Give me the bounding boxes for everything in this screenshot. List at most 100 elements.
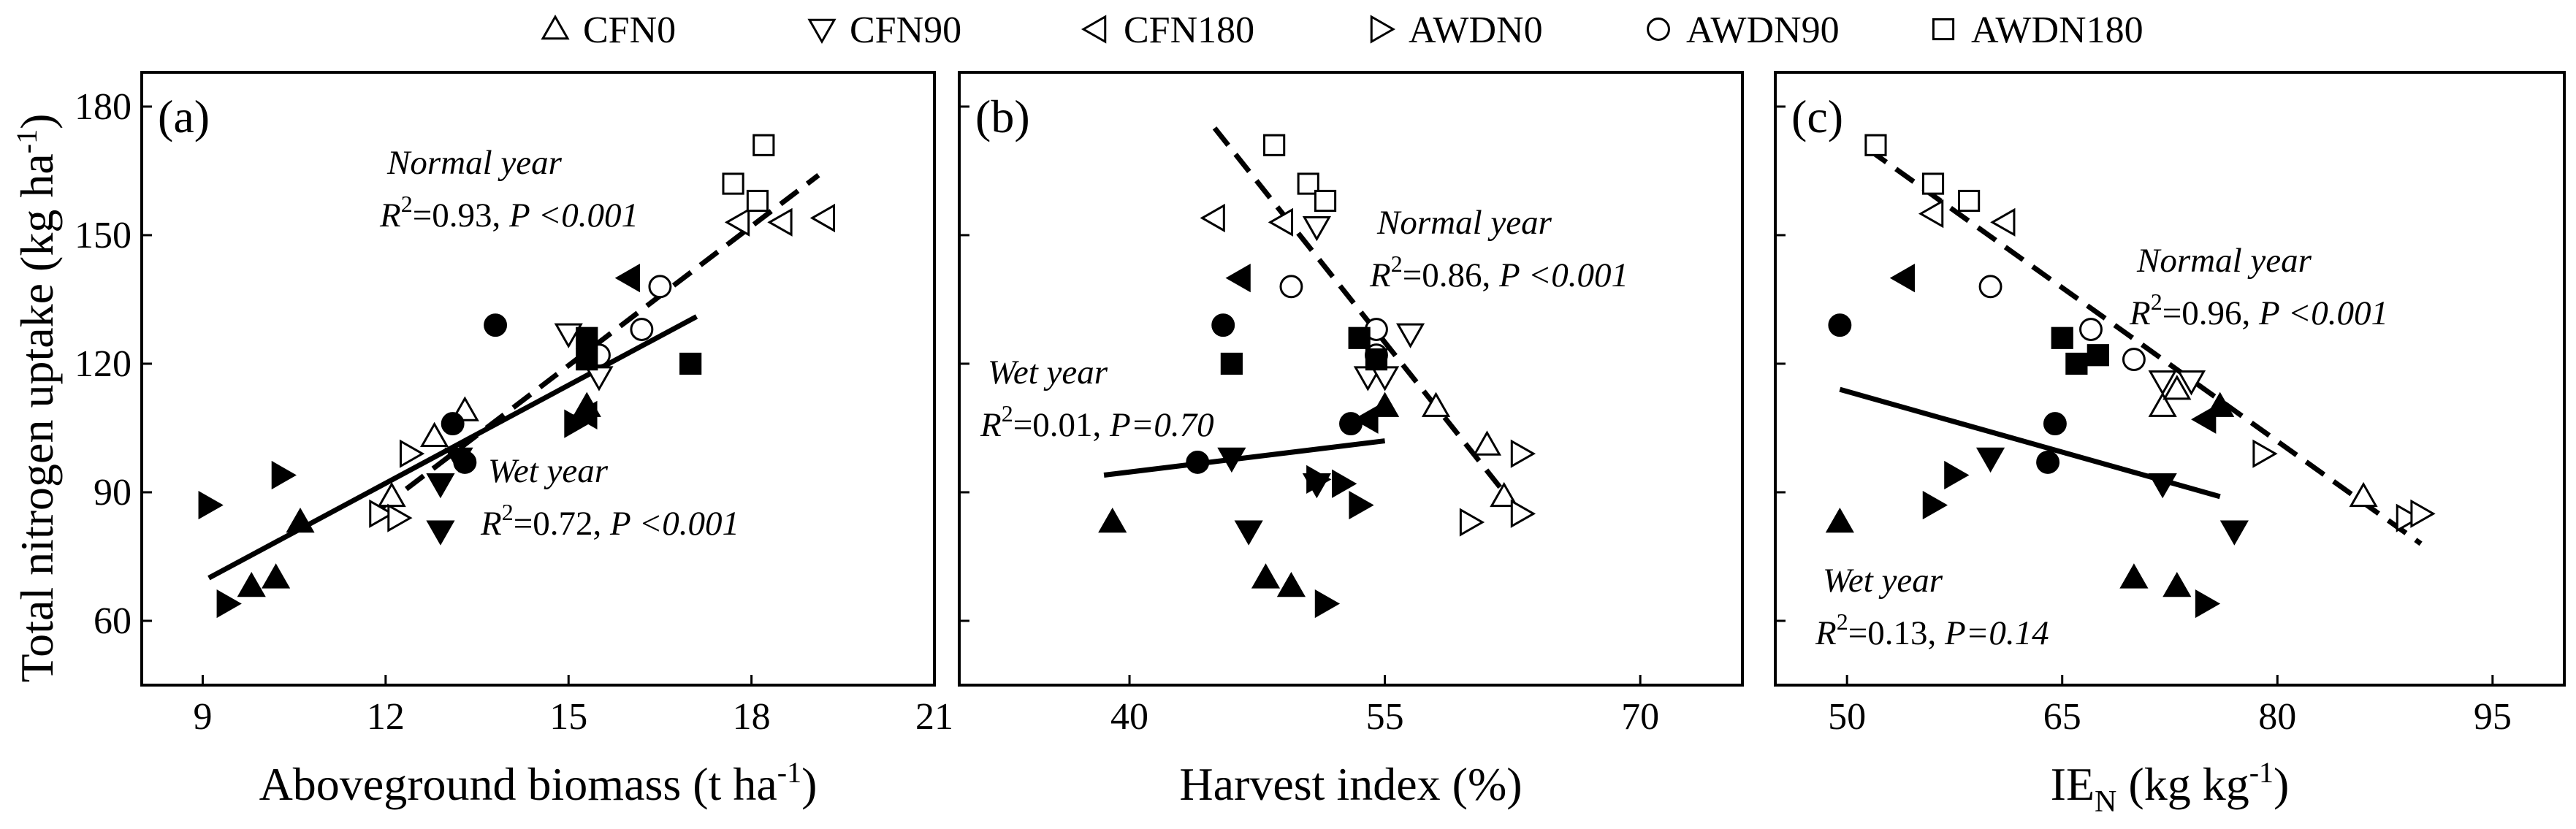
legend: CFN0 CFN90 CFN180 AWDN0 AWDN90 AWDN180 — [541, 9, 2144, 51]
annotation-p-value: P <0.001 — [2258, 294, 2388, 332]
point-awdn0-wet — [198, 490, 224, 520]
point-awdn90-normal — [648, 275, 672, 299]
point-cfn0-normal — [1472, 430, 1502, 456]
x-tick-label: 50 — [1828, 696, 1866, 738]
point-cfn90-normal — [1371, 366, 1400, 391]
point-awdn90-wet — [1186, 450, 1210, 474]
point-cfn90-wet — [2148, 473, 2177, 499]
x-axis-label-sup: -1 — [2249, 756, 2274, 789]
x-tick-label: 65 — [2043, 696, 2081, 738]
point-awdn180-normal — [1921, 172, 1945, 195]
legend-label-cfn0: CFN0 — [583, 9, 676, 51]
point-cfn180-normal — [1990, 207, 2016, 237]
point-awdn0-wet — [1349, 490, 1374, 520]
fit-line-normal-year — [1867, 147, 2423, 546]
point-awdn180-wet — [2065, 352, 2088, 375]
plot-frame — [958, 71, 1744, 687]
annotation-stat: R2=0.93, P <0.001 — [379, 191, 639, 234]
annotation-r2-value: =0.13, — [1848, 614, 1945, 652]
point-awdn180-normal — [1314, 189, 1337, 213]
annotation-year: Normal year — [1376, 204, 1552, 242]
point-awdn180-normal — [722, 172, 744, 195]
point-cfn180-normal — [1918, 199, 1944, 229]
point-cfn90-normal — [2148, 370, 2177, 396]
fit-line-wet-year — [207, 314, 698, 581]
annotation-stat: R2=0.01, P=0.70 — [980, 400, 1214, 444]
x-axis-label-end: ) — [2274, 758, 2289, 810]
annotation-r: R — [1815, 614, 1837, 652]
point-cfn0-normal — [2162, 375, 2192, 400]
annotation-r2-value: =0.01, — [1013, 406, 1110, 444]
point-cfn180-normal — [767, 207, 793, 237]
point-cfn0-normal — [377, 481, 406, 508]
fit-line-wet-year — [1103, 438, 1386, 478]
point-awdn0-normal — [2410, 499, 2436, 528]
point-awdn180-wet — [576, 326, 598, 349]
point-cfn0-wet — [1098, 508, 1127, 533]
point-cfn90-normal — [584, 366, 614, 391]
x-tick-label: 80 — [2258, 696, 2296, 738]
point-cfn180-normal — [724, 207, 750, 237]
annotation-r-sup: 2 — [2151, 289, 2162, 315]
annotation-year: Wet year — [488, 452, 609, 490]
annotation-stat: R2=0.72, P <0.001 — [480, 499, 739, 543]
point-awdn180-normal — [1957, 189, 1981, 213]
annotation-p-value: P <0.001 — [508, 196, 639, 234]
point-cfn0-wet — [1276, 572, 1306, 597]
annotation-stat: R2=0.13, P=0.14 — [1815, 608, 2049, 652]
legend-label-awdn0: AWDN0 — [1409, 9, 1543, 51]
x-axis-label-rest: (kg kg — [2116, 758, 2249, 810]
point-awdn180-wet — [1348, 326, 1371, 349]
point-awdn90-wet — [1211, 313, 1235, 337]
point-awdn0-wet — [1922, 490, 1948, 520]
x-tick-label: 12 — [367, 696, 405, 738]
legend-label-awdn90: AWDN90 — [1686, 9, 1840, 51]
point-cfn180-wet — [2191, 405, 2217, 434]
point-cfn0-normal — [1490, 481, 1519, 508]
point-awdn90-wet — [441, 412, 465, 436]
legend-label-cfn90: CFN90 — [850, 9, 961, 51]
point-cfn0-wet — [1251, 563, 1281, 589]
x-tick-label: 40 — [1110, 696, 1148, 738]
point-awdn0-wet — [1314, 589, 1341, 619]
legend-marker-cfn0 — [541, 14, 570, 40]
point-awdn90-normal — [2122, 348, 2146, 372]
point-cfn0-wet — [2119, 563, 2149, 589]
point-cfn90-normal — [554, 323, 583, 348]
annotation-r2-value: =0.72, — [514, 505, 610, 543]
y-axis-label-sup: -1 — [10, 129, 43, 153]
annotation-r2-value: =0.93, — [413, 196, 509, 234]
point-awdn180-normal — [752, 134, 775, 156]
point-awdn0-normal — [399, 439, 425, 468]
point-awdn90-normal — [1279, 275, 1303, 299]
y-tick-label: 150 — [75, 215, 132, 256]
annotation-year: Normal year — [2136, 242, 2312, 280]
annotation-r2-value: =0.86, — [1403, 256, 1499, 294]
point-cfn90-wet — [426, 473, 455, 499]
annotation-stat: R2=0.96, P <0.001 — [2129, 289, 2388, 332]
point-awdn90-wet — [453, 450, 477, 474]
point-cfn180-normal — [1268, 207, 1294, 237]
x-axis-label: IEN (kg kg-1) — [2051, 756, 2290, 819]
point-cfn180-wet — [614, 264, 640, 293]
panel-label: (c) — [1791, 91, 1843, 142]
point-cfn180-wet — [572, 400, 598, 429]
point-cfn0-wet — [262, 563, 291, 589]
point-cfn90-wet — [1234, 520, 1263, 546]
point-awdn0-wet — [564, 409, 590, 438]
point-awdn90-wet — [2043, 412, 2067, 436]
annotation-r: R — [1369, 256, 1391, 294]
annotation-r: R — [980, 406, 1002, 444]
point-awdn180-wet — [2087, 344, 2109, 367]
y-axis-label-main: Total nitrogen uptake (kg ha — [11, 153, 63, 682]
annotation-r-sup: 2 — [502, 499, 514, 525]
point-cfn180-wet — [1889, 264, 1915, 293]
annotation-p-value: P=0.70 — [1109, 406, 1214, 444]
legend-marker-cfn180 — [1081, 15, 1107, 44]
legend-marker-cfn90 — [807, 18, 837, 45]
point-awdn0-wet — [1332, 469, 1357, 498]
annotation-year: Wet year — [988, 354, 1108, 391]
legend-marker-awdn0 — [1370, 15, 1396, 44]
point-awdn90-wet — [484, 313, 508, 337]
